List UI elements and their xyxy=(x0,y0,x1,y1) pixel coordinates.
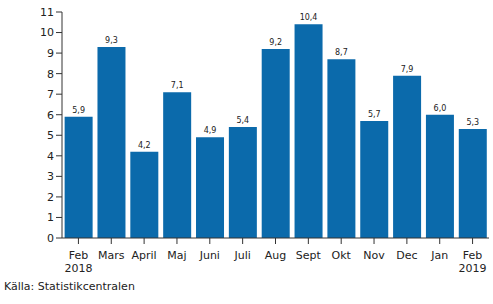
svg-text:6,0: 6,0 xyxy=(434,104,447,113)
svg-text:Aug: Aug xyxy=(265,249,286,262)
svg-text:10,4: 10,4 xyxy=(300,13,318,22)
svg-text:8: 8 xyxy=(47,68,54,81)
svg-text:4,2: 4,2 xyxy=(138,141,151,150)
svg-text:11: 11 xyxy=(40,6,54,19)
svg-text:Jan: Jan xyxy=(430,249,448,262)
svg-text:1: 1 xyxy=(47,211,54,224)
svg-text:10: 10 xyxy=(40,26,54,39)
svg-text:8,7: 8,7 xyxy=(335,48,348,57)
svg-text:Feb2018: Feb2018 xyxy=(64,249,92,275)
svg-text:5: 5 xyxy=(47,129,54,142)
svg-text:April: April xyxy=(132,249,157,262)
svg-text:Dec: Dec xyxy=(396,249,417,262)
svg-text:9,3: 9,3 xyxy=(105,36,118,45)
svg-text:7,1: 7,1 xyxy=(171,81,184,90)
svg-text:9,2: 9,2 xyxy=(269,38,282,47)
svg-text:Sept: Sept xyxy=(296,249,322,262)
svg-text:5,7: 5,7 xyxy=(368,110,381,119)
svg-text:Juli: Juli xyxy=(233,249,250,262)
svg-text:7: 7 xyxy=(47,88,54,101)
svg-text:4: 4 xyxy=(47,150,54,163)
svg-text:9: 9 xyxy=(47,47,54,60)
html-text:Källa: Statistikcentralen: Källa: Statistikcentralen xyxy=(4,280,135,293)
svg-text:3: 3 xyxy=(47,170,54,183)
svg-text:7,9: 7,9 xyxy=(401,65,414,74)
svg-text:2: 2 xyxy=(47,191,54,204)
svg-text:Juni: Juni xyxy=(199,249,220,262)
svg-text:Maj: Maj xyxy=(167,249,186,262)
svg-text:4,9: 4,9 xyxy=(204,126,217,135)
svg-text:Nov: Nov xyxy=(363,249,385,262)
svg-text:0: 0 xyxy=(47,232,54,245)
svg-text:5,9: 5,9 xyxy=(72,106,85,115)
svg-text:6: 6 xyxy=(47,109,54,122)
svg-text:5,3: 5,3 xyxy=(466,118,479,127)
svg-text:Okt: Okt xyxy=(332,249,352,262)
svg-text:Feb2019: Feb2019 xyxy=(459,249,485,275)
svg-text:Mars: Mars xyxy=(98,249,125,262)
svg-text:5,4: 5,4 xyxy=(236,116,249,125)
